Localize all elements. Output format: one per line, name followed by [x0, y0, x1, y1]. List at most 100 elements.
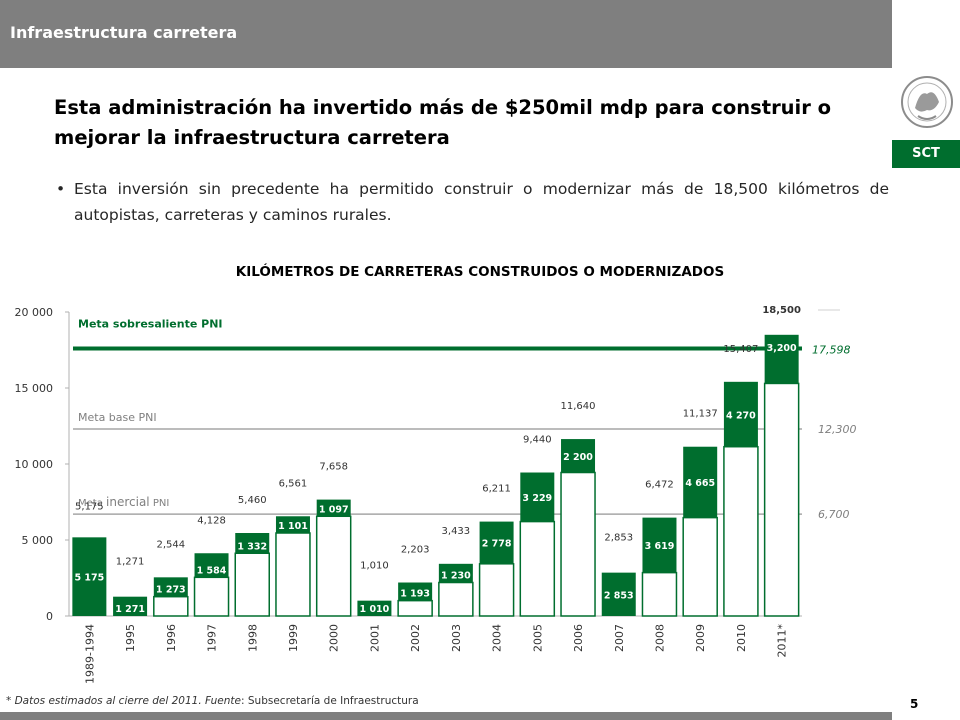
bar-base [438, 581, 474, 617]
bar-value-label: 1 193 [400, 589, 430, 600]
bar-value-label: 4 270 [726, 410, 756, 421]
bar-increment [316, 499, 351, 517]
footnote: * Datos estimados al cierre del 2011. Fu… [6, 695, 419, 707]
bar-increment [561, 439, 596, 473]
bar-value-label: 1 584 [197, 565, 227, 576]
x-tick-label: 2008 [653, 624, 666, 652]
headline: Esta administración ha invertido más de … [54, 96, 832, 149]
bar-value-label: 1 230 [441, 571, 471, 582]
bar-base [723, 445, 759, 617]
page-number: 5 [910, 697, 919, 711]
reference-line-value: 6,700 [818, 508, 850, 521]
bar-base [682, 516, 718, 617]
bar-increment [72, 537, 107, 616]
bar-total-label: 5,175 [75, 501, 104, 512]
reference-line-value: 17,598 [812, 344, 851, 357]
bar-total-label: 1,010 [360, 561, 389, 572]
bar-base [641, 571, 678, 617]
bar-total-label: 2,853 [604, 533, 633, 544]
bar-base [193, 576, 230, 617]
bar-increment [357, 600, 392, 616]
sct-logo: SCT [892, 140, 960, 168]
bar-increment [723, 381, 758, 447]
bar-total-label: 6,561 [279, 478, 308, 489]
x-tick-label: 2011* [776, 624, 789, 658]
bar-base [478, 563, 515, 617]
bar-value-label: 5 175 [74, 573, 104, 584]
bar-increment [398, 582, 433, 601]
y-tick-label: 20 000 [15, 306, 54, 319]
bar-base [519, 520, 556, 617]
x-tick-label: 2000 [328, 624, 341, 652]
x-tick-label: 1997 [206, 624, 219, 652]
x-tick-label: 2002 [409, 624, 422, 652]
bar-total-label: 4,128 [197, 515, 226, 526]
x-tick-label: 2006 [572, 624, 585, 652]
bar-increment [235, 533, 270, 554]
footnote-note: * Datos estimados al cierre del 2011. [6, 695, 206, 707]
bar-increment [113, 596, 148, 616]
bar-base [397, 599, 433, 617]
bar-chart: 0 5 000 10 000 15 000 20 000 Meta sobresalien… [15, 305, 857, 684]
bar-value-label: 3,200 [767, 343, 797, 354]
bar-increment [153, 577, 188, 597]
sct-logo-text: SCT [912, 146, 940, 161]
bullet-dot-icon: • [56, 180, 66, 198]
x-tick-label: 2007 [613, 624, 626, 652]
bar-increment [194, 553, 229, 578]
bar-value-label: 2 853 [604, 590, 634, 601]
bar-increment [683, 446, 718, 518]
bar-total-label: 7,658 [319, 462, 348, 473]
bar-base [560, 471, 596, 617]
y-tick-label: 10 000 [15, 458, 54, 471]
coat-of-arms-logo [901, 76, 953, 128]
x-tick-label: 1995 [124, 624, 137, 652]
bar-value-label: 1 271 [115, 604, 145, 615]
y-tick-label: 5 000 [22, 534, 54, 547]
bar-base [275, 532, 311, 617]
bar-total-label: 18,500 [762, 305, 801, 316]
bar-value-label: 1 010 [360, 604, 390, 615]
bar-total-label: 3,433 [442, 526, 471, 537]
bar-total-label: 11,640 [561, 401, 596, 412]
bar-total-label: 5,460 [238, 495, 267, 506]
bar-total-label: 9,440 [523, 435, 552, 446]
reference-line-value: 12,300 [818, 423, 857, 436]
x-tick-label: 1998 [246, 624, 259, 652]
bar-base [763, 382, 800, 617]
x-tick-label: 2010 [735, 624, 748, 652]
bar-total-label: 15,407 [723, 344, 758, 355]
bar-total-label: 2,203 [401, 545, 430, 556]
x-tick-label: 1989-1994 [83, 624, 96, 684]
x-tick-label: 1999 [287, 624, 300, 652]
x-tick-label: 1996 [165, 624, 178, 652]
bar-value-label: 2 778 [482, 539, 512, 550]
bar-increment [438, 563, 473, 583]
y-tick-label: 0 [46, 610, 53, 623]
bar-value-label: 1 101 [278, 521, 308, 532]
bar-value-label: 4 665 [685, 478, 715, 489]
x-tick-label: 2003 [450, 624, 463, 652]
bar-total-label: 11,137 [683, 409, 718, 420]
bar-value-label: 3 229 [522, 493, 552, 504]
bar-increment [764, 334, 799, 384]
chart-title: KILÓMETROS DE CARRETERAS CONSTRUIDOS O M… [235, 264, 725, 280]
bar-total-label: 6,211 [482, 484, 511, 495]
logo-area [892, 0, 960, 720]
bar-increment [642, 517, 677, 573]
bar-value-label: 1 097 [319, 504, 349, 515]
bar-value-label: 3 619 [645, 541, 675, 552]
bar-base [234, 552, 270, 617]
bar-total-label: 2,544 [156, 539, 185, 550]
bar-increment [601, 572, 636, 616]
y-tick-label: 15 000 [15, 382, 54, 395]
bar-value-label: 2 200 [563, 452, 593, 463]
reference-line-name: Meta base PNI [78, 411, 157, 424]
bar-total-label: 6,472 [645, 480, 674, 491]
bar-base [153, 595, 189, 617]
footnote-source-label: Fuente [205, 695, 241, 707]
bar-increment [479, 521, 514, 564]
bullet-item: • Esta inversión sin precedente ha permi… [56, 176, 889, 228]
footnote-source: : Subsecretaría de Infraestructura [241, 695, 419, 707]
x-tick-label: 2004 [491, 624, 504, 652]
